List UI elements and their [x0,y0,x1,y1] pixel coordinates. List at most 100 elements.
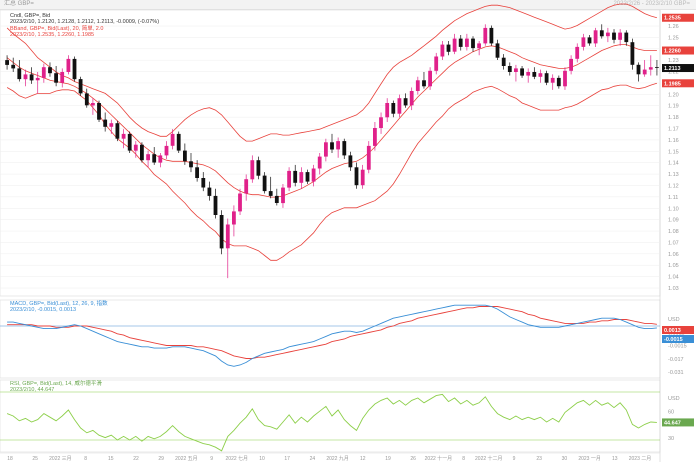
candle-body [507,66,512,72]
price-tick-label: 1.17 [668,127,679,133]
candle-body [41,67,46,78]
candle-body [66,58,71,72]
x-tick-label: 22 [133,456,139,462]
candle-body [520,68,524,76]
candle-body [91,103,95,106]
x-tick-label: 17 [284,456,290,462]
x-tick-label: 2022 十二月 [475,455,503,462]
candle-body [385,103,390,118]
rsi-tick-label: USD [668,396,680,402]
rsi-tick-label: 30 [668,436,674,442]
candle-body [127,133,132,151]
x-tick-label: 10 [259,456,265,462]
candle-body [48,67,52,74]
bband-lower-line [6,82,658,261]
price-badge-text: 1.2260 [664,49,681,55]
x-tick-label: 2022 五月 [175,456,198,462]
candle-body [287,170,291,188]
candle-body [109,123,114,127]
candle-body [575,46,580,59]
candle-body [121,133,126,139]
candle-body [72,58,77,80]
candle-body [115,123,120,139]
candle-body [183,150,187,162]
candle-body [256,160,261,176]
price-tick-label: 1.04 [668,275,679,281]
candle-body [360,169,365,186]
price-tick-label: 1.15 [668,149,679,155]
x-tick-label: 2023 二月 [629,456,652,462]
candle-body [648,67,653,70]
macd-tick-label: -0.017 [668,357,684,363]
candle-body [60,72,65,83]
candle-body [17,68,22,80]
chart-header-left: 汇总 GBP= [4,1,34,7]
candle-body [207,187,212,196]
candle-body [213,195,218,215]
price-badge-text: 1.1985 [664,81,681,87]
candle-body [219,215,224,249]
price-tick-label: 1.12 [668,183,679,189]
macd-line [7,304,657,367]
candle-body [440,44,445,57]
candle-body [434,56,439,71]
candle-body [483,27,488,44]
candle-body [140,144,144,161]
legend-line: BBand, GBP=, Bid(Last), 20, 简单, 2.0 [10,25,104,32]
candle-body [274,195,279,203]
price-tick-label: 1.22 [668,70,679,76]
candle-body [526,72,531,76]
candle-body [514,68,518,72]
price-tick-label: 1.05 [668,263,679,269]
candle-body [164,145,169,156]
candle-body [201,178,206,188]
price-tick-label: 1.19 [668,104,679,110]
x-tick-label: 23 [536,456,542,462]
candle-body [403,98,408,106]
price-tick-label: 1.11 [668,195,678,201]
rsi-badge-text: 44.647 [664,420,681,426]
x-tick-label: 29 [158,456,164,462]
legend-line: 2023/2/10, 44.647 [10,387,55,394]
chart-header-right: 2022/2/26 - 2023/2/10 GBP= [613,1,690,7]
price-tick-label: 1.07 [668,240,679,246]
x-tick-label: 2022 七月 [226,455,249,462]
candle-body [232,211,236,225]
candle-body [189,161,193,168]
x-tick-label: 8 [462,456,465,462]
candle-body [293,170,298,183]
candle-body [489,27,494,44]
macd-badge-text: -0.0015 [664,337,683,343]
candle-body [612,32,616,40]
candle-body [495,43,500,58]
candle-body [23,74,28,80]
candle-body [642,69,647,75]
candle-body [11,64,16,69]
price-badge [662,64,694,73]
x-tick-label: 13 [612,456,618,462]
candle-body [415,80,420,91]
candle-body [409,91,414,106]
rsi-legend: RSI, GBP=, Bid(Last), 14, 威尔德平滑 2023/2/1… [10,381,102,394]
legend-line: Cndl, GBP=, Bid [10,13,51,19]
candle-body [299,172,304,183]
candle-body [379,117,383,128]
candle-body [550,77,555,83]
candle-body [330,142,334,150]
price-pane-frame [0,9,661,297]
x-tick-label: 2022 九月 [326,455,349,462]
x-tick-label: 18 [7,456,13,462]
candle-body [422,80,426,87]
candle-body [317,156,322,169]
candle-body [133,144,138,151]
candle-body [606,32,610,37]
x-tick-label: 12 [360,456,366,462]
x-tick-label: 26 [410,456,416,462]
candle-body [397,98,402,114]
candle-body [563,70,567,87]
candle-body [262,175,267,192]
candle-body [532,72,537,77]
price-tick-label: 1.10 [668,206,679,212]
macd-badge [662,335,694,343]
